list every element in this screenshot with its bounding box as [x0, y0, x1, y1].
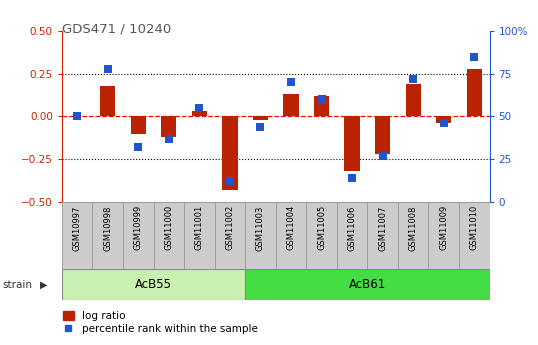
Bar: [215, 202, 245, 269]
Bar: [153, 202, 184, 269]
Bar: [337, 202, 367, 269]
Point: [134, 145, 143, 150]
Point: [470, 54, 479, 59]
Bar: [245, 269, 490, 300]
Bar: [161, 117, 176, 137]
Text: strain: strain: [3, 280, 33, 289]
Bar: [62, 269, 245, 300]
Text: GSM11005: GSM11005: [317, 205, 326, 250]
Bar: [192, 111, 207, 117]
Bar: [276, 202, 306, 269]
Bar: [428, 202, 459, 269]
Point: [409, 76, 417, 82]
Point: [378, 153, 387, 158]
Text: GSM11004: GSM11004: [287, 205, 295, 250]
Bar: [131, 117, 146, 134]
Text: GSM11009: GSM11009: [439, 205, 448, 250]
Text: GSM10997: GSM10997: [73, 205, 82, 250]
Point: [287, 80, 295, 85]
Bar: [375, 117, 390, 154]
Bar: [398, 202, 428, 269]
Text: AcB55: AcB55: [135, 278, 172, 291]
Point: [165, 136, 173, 141]
Text: GSM11003: GSM11003: [256, 205, 265, 250]
Point: [440, 120, 448, 126]
Bar: [436, 117, 451, 123]
Text: GSM11001: GSM11001: [195, 205, 204, 250]
Point: [73, 114, 81, 119]
Legend: log ratio, percentile rank within the sample: log ratio, percentile rank within the sa…: [59, 307, 262, 338]
Point: [225, 179, 234, 184]
Bar: [466, 69, 482, 117]
Text: AcB61: AcB61: [349, 278, 386, 291]
Bar: [306, 202, 337, 269]
Point: [103, 66, 112, 71]
Text: GSM11006: GSM11006: [348, 205, 357, 250]
Point: [256, 124, 265, 129]
Point: [195, 105, 204, 111]
Point: [317, 97, 326, 102]
Bar: [100, 86, 115, 117]
Text: ▶: ▶: [40, 280, 47, 289]
Point: [348, 175, 356, 181]
Text: GSM11008: GSM11008: [409, 205, 417, 250]
Text: GSM10999: GSM10999: [134, 205, 143, 250]
Text: GSM11007: GSM11007: [378, 205, 387, 250]
Bar: [222, 117, 238, 190]
Bar: [314, 96, 329, 117]
Text: GSM11002: GSM11002: [225, 205, 235, 250]
Bar: [406, 84, 421, 117]
Bar: [367, 202, 398, 269]
Text: GSM11010: GSM11010: [470, 205, 479, 250]
Bar: [245, 202, 275, 269]
Bar: [184, 202, 215, 269]
Bar: [62, 202, 93, 269]
Bar: [93, 202, 123, 269]
Bar: [284, 94, 299, 117]
Text: GSM10998: GSM10998: [103, 205, 112, 250]
Bar: [253, 117, 268, 120]
Bar: [459, 202, 490, 269]
Bar: [123, 202, 153, 269]
Text: GSM11000: GSM11000: [164, 205, 173, 250]
Bar: [344, 117, 360, 171]
Text: GDS471 / 10240: GDS471 / 10240: [62, 22, 171, 36]
